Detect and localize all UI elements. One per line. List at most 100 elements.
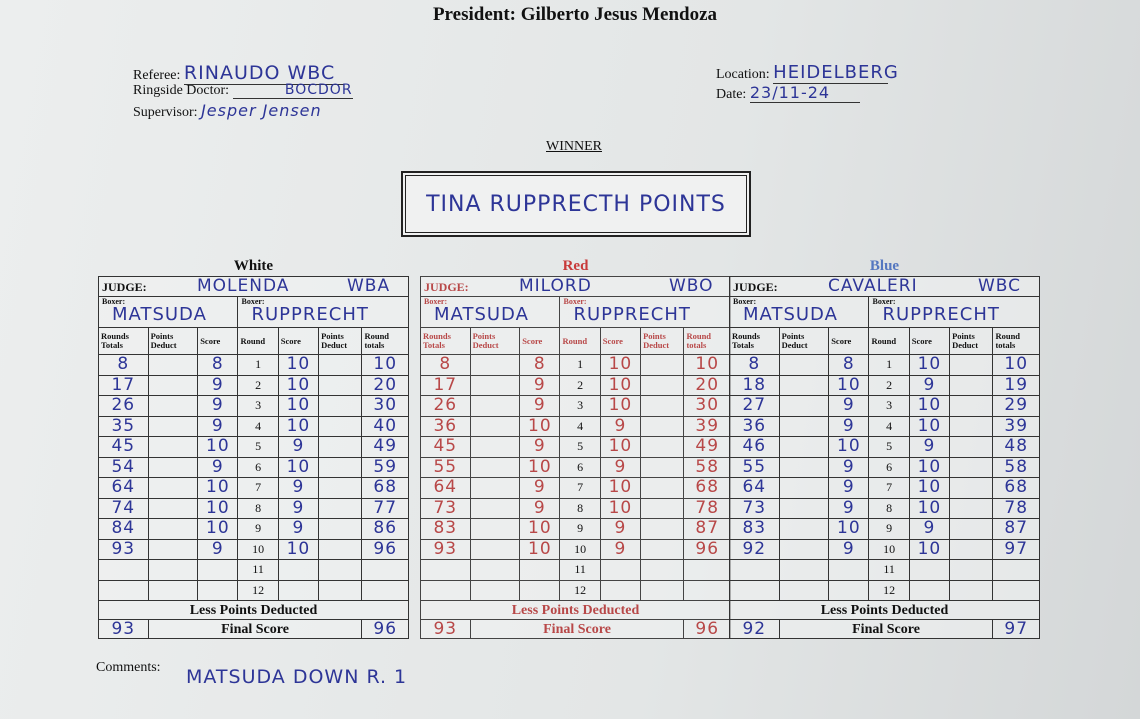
a-deduct — [778, 374, 830, 396]
a-total: 8 — [420, 354, 471, 376]
a-deduct — [469, 538, 521, 560]
b-total: 58 — [683, 456, 731, 478]
a-final: 93 — [420, 619, 471, 639]
b-deduct — [318, 395, 363, 417]
b-deduct — [640, 456, 685, 478]
b-deduct — [640, 518, 685, 540]
round-number: 8 — [868, 497, 910, 519]
round-row: 17 9 2 10 20 — [98, 374, 409, 396]
round-number: 1 — [237, 354, 279, 376]
a-deduct — [469, 415, 521, 437]
round-number: 11 — [559, 559, 601, 581]
a-total — [729, 579, 780, 601]
b-score: 9 — [908, 518, 951, 540]
header-row: Rounds Totals Points Deduct Score Round Scor… — [729, 327, 1040, 355]
boxer-row: Boxer: MATSUDA Boxer: RUPPRECHT — [728, 296, 1040, 328]
round-row: 83 10 9 9 87 — [420, 518, 731, 540]
column-header: Round — [868, 327, 910, 355]
round-row: 74 10 8 9 77 — [98, 497, 409, 519]
b-score: 9 — [908, 374, 951, 396]
comments: MATSUDA DOWN R. 1 — [186, 666, 408, 688]
judge-cell: JUDGE: MILORD WBO — [420, 276, 731, 297]
a-total: 26 — [420, 395, 471, 417]
doctor: BOCDOR — [232, 82, 353, 99]
a-deduct — [778, 354, 830, 376]
b-deduct — [640, 436, 685, 458]
supervisor-row: Supervisor: Jesper Jensen — [133, 101, 322, 121]
boxer-label: Boxer: — [872, 297, 896, 307]
a-total: 73 — [729, 497, 780, 519]
a-final: 93 — [98, 619, 149, 639]
winner-box: TINA RUPPRECTH POINTS — [401, 171, 751, 237]
b-deduct — [318, 436, 363, 458]
b-total — [683, 559, 731, 581]
column-header: Points Deduct — [469, 327, 521, 355]
b-score: 10 — [908, 477, 951, 499]
round-number: 10 — [868, 538, 910, 560]
judge-panel: JUDGE: MOLENDA WBA Boxer: MATSUDA Boxer: RUPPR… — [97, 276, 409, 639]
column-header: Points Deduct — [640, 327, 685, 355]
round-number: 3 — [559, 395, 601, 417]
final-row: 93 Final Score 96 — [420, 619, 731, 639]
a-total: 35 — [98, 415, 149, 437]
round-number: 12 — [237, 579, 279, 601]
a-deduct — [147, 518, 199, 540]
round-number: 10 — [559, 538, 601, 560]
a-deduct — [147, 497, 199, 519]
final-label: Final Score — [778, 619, 994, 639]
location: HEIDELBERG — [773, 62, 899, 84]
round-row: 73 9 8 10 78 — [729, 497, 1040, 519]
column-header: Points Deduct — [147, 327, 199, 355]
a-total: 27 — [729, 395, 780, 417]
referee-label: Referee: — [133, 68, 181, 83]
b-total: 96 — [361, 538, 409, 560]
round-row: 11 — [420, 559, 731, 581]
column-header: Rounds Totals — [729, 327, 780, 355]
b-deduct — [949, 559, 994, 581]
round-row: 73 9 8 10 78 — [420, 497, 731, 519]
round-number: 6 — [559, 456, 601, 478]
a-total — [420, 579, 471, 601]
a-score: 10 — [197, 497, 239, 519]
a-score: 10 — [519, 518, 561, 540]
b-score — [277, 579, 320, 601]
a-total: 54 — [98, 456, 149, 478]
a-score — [828, 559, 870, 581]
less-row: Less Points Deducted — [98, 600, 409, 620]
b-deduct — [949, 436, 994, 458]
column-header: Points Deduct — [778, 327, 830, 355]
judge-panel: JUDGE: CAVALERI WBC Boxer: MATSUDA Boxer: RUPP… — [728, 276, 1040, 639]
b-total: 30 — [361, 395, 409, 417]
boxer-name: MATSUDA — [434, 304, 529, 325]
less-label: Less Points Deducted — [729, 600, 1040, 620]
judge-row: JUDGE: MILORD WBO — [420, 276, 731, 297]
judge-org: WBO — [669, 276, 714, 296]
b-total: 29 — [992, 395, 1040, 417]
judge-org: WBC — [978, 276, 1022, 296]
column-header: Round totals — [361, 327, 409, 355]
a-deduct — [778, 395, 830, 417]
score-table: JUDGE: MOLENDA WBA Boxer: MATSUDA Boxer: RUPPR… — [97, 276, 409, 639]
round-row: 17 9 2 10 20 — [420, 374, 731, 396]
column-header: Round — [559, 327, 601, 355]
b-total: 68 — [683, 477, 731, 499]
a-deduct — [778, 436, 830, 458]
round-row: 45 9 5 10 49 — [420, 436, 731, 458]
a-total: 93 — [98, 538, 149, 560]
winner: TINA RUPPRECTH POINTS — [426, 191, 726, 217]
b-deduct — [318, 477, 363, 499]
b-total: 19 — [992, 374, 1040, 396]
b-final: 96 — [361, 619, 409, 639]
judge-label: JUDGE: — [733, 279, 778, 294]
round-number: 12 — [868, 579, 910, 601]
a-deduct — [778, 497, 830, 519]
column-header: Score — [519, 327, 561, 355]
a-score: 9 — [197, 395, 239, 417]
a-total: 36 — [729, 415, 780, 437]
a-score: 9 — [828, 538, 870, 560]
column-header: Rounds Totals — [98, 327, 149, 355]
boxer-cell: Boxer: RUPPRECHT — [237, 296, 409, 328]
a-score: 10 — [519, 456, 561, 478]
b-score: 10 — [908, 456, 951, 478]
